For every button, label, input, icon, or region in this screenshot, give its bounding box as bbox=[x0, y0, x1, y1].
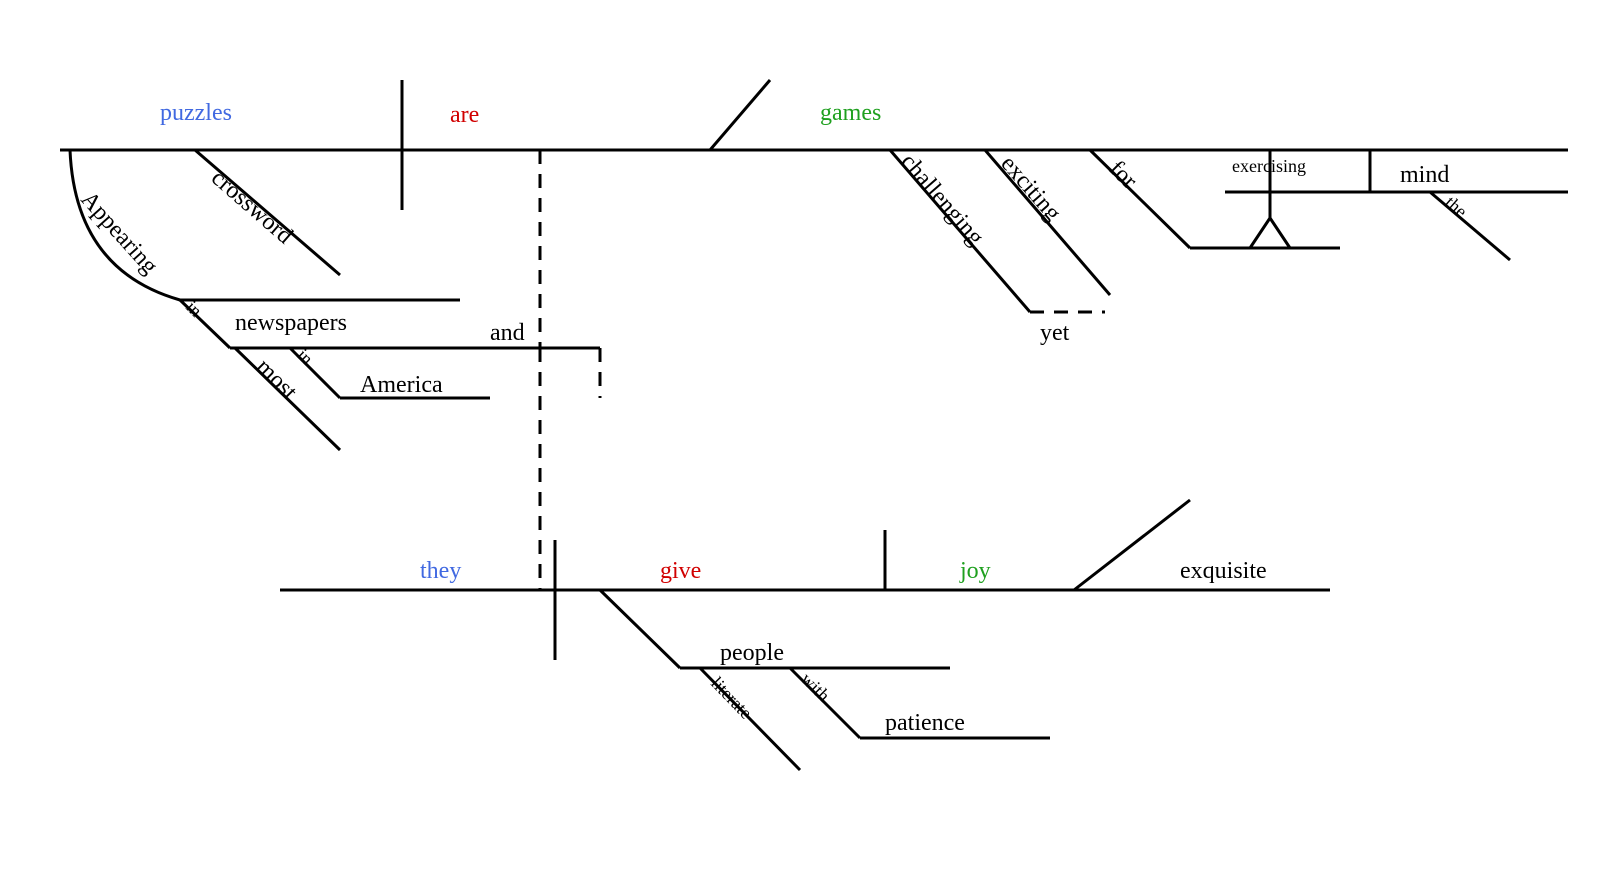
word-games: games bbox=[820, 100, 881, 126]
word-and: and bbox=[490, 320, 525, 346]
word-mind: mind bbox=[1400, 162, 1449, 188]
word-people: people bbox=[720, 640, 784, 666]
clause1-pred-sep bbox=[710, 80, 770, 150]
word-with: with bbox=[797, 669, 834, 706]
word-most: most bbox=[251, 354, 303, 406]
word-the: the bbox=[1441, 192, 1471, 222]
word-appearing: Appearing bbox=[76, 187, 163, 280]
word-america: America bbox=[360, 372, 443, 398]
word-yet: yet bbox=[1040, 320, 1070, 346]
word-newspapers: newspapers bbox=[235, 310, 347, 336]
word-exercising: exercising bbox=[1232, 156, 1306, 176]
word-joy: joy bbox=[959, 558, 991, 584]
word-puzzles: puzzles bbox=[160, 100, 232, 126]
word-they: they bbox=[420, 558, 461, 584]
word-for: for bbox=[1104, 156, 1142, 194]
word-exquisite: exquisite bbox=[1180, 558, 1267, 584]
word-challenging: challenging bbox=[895, 149, 988, 251]
word-give: give bbox=[660, 558, 701, 584]
word-are: are bbox=[450, 102, 479, 128]
word-crossword: crossword bbox=[206, 165, 298, 249]
word-literate: literate bbox=[707, 673, 756, 723]
word-patience: patience bbox=[885, 710, 965, 736]
sentence-diagram: puzzlesaregamescrosswordAppearinginnewsp… bbox=[0, 0, 1605, 886]
word-exciting: exciting bbox=[995, 151, 1065, 226]
